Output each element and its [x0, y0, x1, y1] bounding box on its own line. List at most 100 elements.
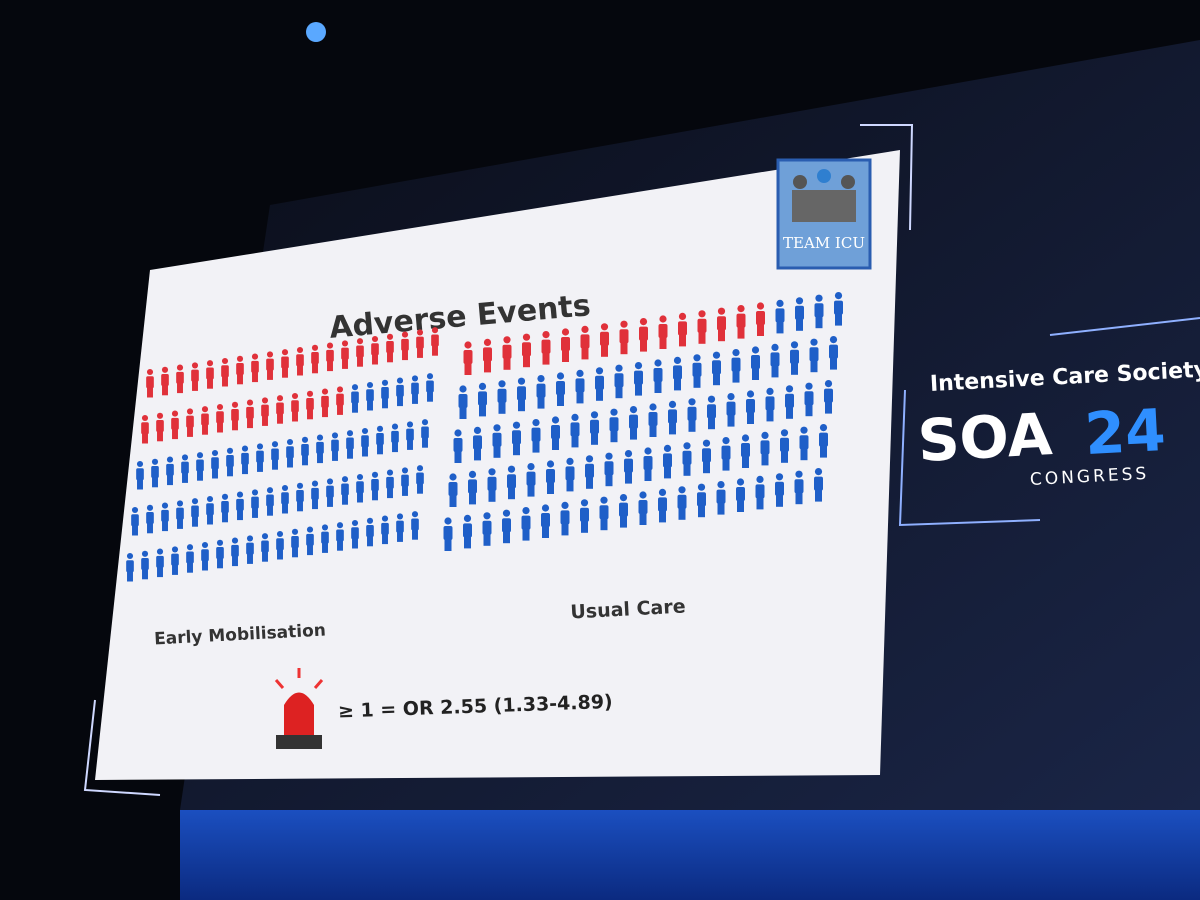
person-head	[271, 441, 279, 448]
person-legs	[172, 428, 178, 440]
person-icon	[687, 398, 697, 432]
person-icon	[673, 356, 682, 391]
person-head	[605, 452, 613, 460]
person-icon	[216, 403, 224, 433]
person-head	[751, 346, 760, 354]
person-icon	[453, 429, 463, 463]
person-legs	[732, 370, 740, 383]
person-legs	[337, 404, 343, 415]
person-body	[396, 520, 404, 533]
person-body	[336, 529, 344, 542]
person-body	[416, 472, 424, 485]
person-head	[336, 522, 344, 529]
person-head	[381, 515, 389, 522]
person-body	[381, 387, 389, 399]
person-head	[571, 413, 579, 421]
person-body	[512, 430, 521, 445]
person-legs	[708, 417, 715, 430]
person-legs	[222, 376, 228, 387]
person-icon	[241, 445, 249, 475]
person-body	[658, 324, 668, 338]
person-legs	[678, 507, 686, 520]
person-legs	[640, 339, 647, 352]
person-legs	[417, 347, 423, 358]
person-icon	[351, 384, 359, 413]
person-head	[668, 400, 677, 408]
person-body	[541, 513, 550, 527]
logo-name: SOA	[916, 400, 1054, 475]
person-body	[604, 461, 614, 476]
person-legs	[503, 531, 510, 544]
person-body	[448, 482, 458, 496]
person-head	[156, 548, 164, 555]
person-body	[677, 494, 687, 509]
person-legs	[172, 564, 178, 575]
person-legs	[187, 562, 193, 573]
person-head	[488, 468, 496, 476]
person-body	[266, 494, 274, 507]
person-icon	[600, 323, 609, 357]
person-body	[614, 373, 624, 388]
person-head	[454, 429, 462, 437]
person-head	[151, 458, 159, 465]
person-body	[321, 531, 329, 544]
person-icon	[619, 494, 628, 528]
person-icon	[795, 297, 804, 331]
person-legs	[820, 445, 827, 458]
person-icon	[176, 364, 184, 394]
person-legs	[522, 528, 530, 541]
person-body	[236, 498, 244, 511]
person-legs	[362, 446, 368, 457]
person-legs	[412, 393, 418, 404]
person-body	[406, 428, 414, 441]
person-legs	[639, 513, 647, 525]
person-body	[531, 427, 541, 442]
person-icon	[161, 502, 169, 532]
person-body	[716, 489, 726, 504]
person-head	[206, 360, 214, 367]
person-icon	[236, 491, 244, 521]
person-head	[431, 327, 439, 334]
person-icon	[186, 408, 194, 437]
person-body	[266, 358, 274, 371]
person-legs	[615, 386, 623, 399]
person-icon	[751, 346, 760, 380]
person-icon	[331, 432, 339, 461]
person-body	[366, 389, 374, 402]
person-icon	[799, 426, 809, 461]
person-head	[281, 484, 289, 492]
person-head	[732, 349, 740, 357]
person-legs	[698, 331, 706, 344]
person-icon	[231, 401, 239, 431]
person-head	[396, 513, 404, 520]
person-legs	[654, 381, 662, 393]
person-icon	[326, 478, 334, 507]
person-body	[246, 542, 254, 555]
person-icon	[266, 351, 274, 380]
person-legs	[397, 531, 403, 542]
frame-corner	[860, 124, 914, 231]
person-head	[746, 390, 755, 398]
person-legs	[217, 422, 223, 433]
person-icon	[356, 473, 364, 503]
person-legs	[830, 357, 837, 370]
person-legs	[237, 509, 243, 521]
person-icon	[716, 481, 726, 515]
person-icon	[648, 403, 658, 437]
person-body	[721, 445, 731, 460]
person-body	[468, 479, 477, 494]
person-body	[443, 526, 453, 540]
person-body	[599, 505, 609, 520]
person-legs	[227, 466, 233, 477]
person-icon	[371, 335, 379, 365]
person-body	[639, 326, 648, 341]
person-legs	[332, 450, 338, 461]
person-head	[532, 419, 540, 427]
person-legs	[747, 412, 754, 424]
person-legs	[297, 501, 303, 512]
person-head	[246, 535, 254, 542]
person-icon	[643, 447, 653, 481]
person-head	[663, 444, 672, 452]
person-head	[600, 323, 609, 331]
